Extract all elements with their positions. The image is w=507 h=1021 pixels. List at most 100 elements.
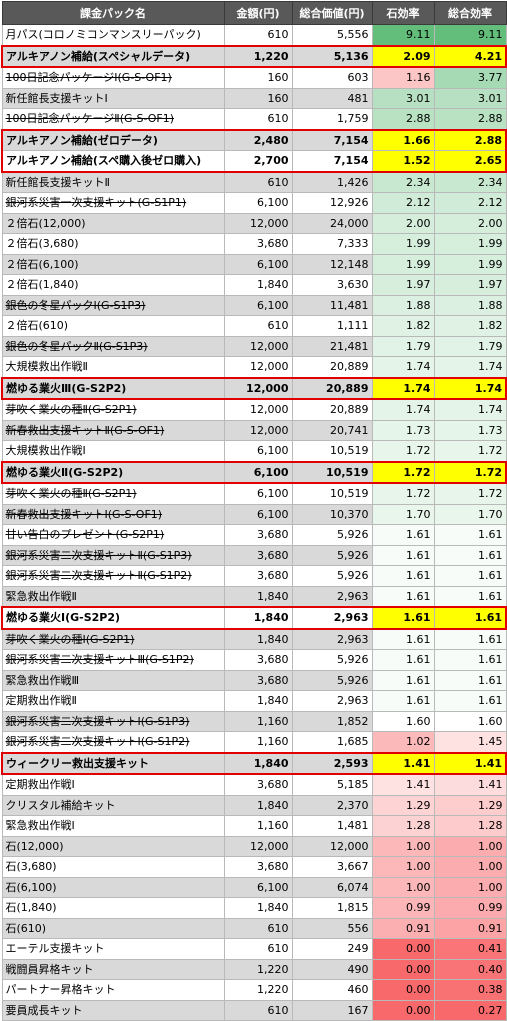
price-cell: 12,000: [223, 376, 293, 400]
total-value-cell: 2,963: [291, 690, 373, 712]
price-cell: 3,680: [223, 649, 293, 671]
header-total-efficiency: 総合効率: [433, 1, 507, 25]
table-row: 銀河系災害二次支援キットⅢ(G-S1P2) 3,680 5,926 1.61 1.61: [1, 649, 507, 671]
stone-efficiency-cell: 1.00: [371, 856, 435, 878]
total-value-cell: 556: [291, 917, 373, 939]
total-value-cell: 2,370: [291, 794, 373, 816]
table-row: アルキアノン補給(スペ購入後ゼロ購入) 2,700 7,154 1.52 2.65: [1, 150, 507, 173]
total-efficiency-cell: 1.72: [433, 482, 507, 505]
pack-name-cell: 大規模救出作戦Ⅰ: [1, 440, 225, 462]
total-efficiency-cell: 2.00: [433, 212, 507, 234]
table-row: 緊急救出作戦Ⅰ 1,160 1,481 1.28 1.28: [1, 815, 507, 837]
stone-efficiency-cell: 1.74: [371, 356, 435, 378]
stone-efficiency-cell: 1.61: [371, 628, 435, 650]
total-value-cell: 5,185: [291, 773, 373, 796]
total-value-cell: 12,000: [291, 835, 373, 857]
pack-name-cell: 緊急救出作戦Ⅰ: [1, 815, 225, 837]
stone-efficiency-cell: 2.88: [371, 108, 435, 130]
table-row: 石(12,000) 12,000 12,000 1.00 1.00: [1, 835, 507, 857]
total-efficiency-cell: 1.61: [433, 649, 507, 671]
table-row: 銀河系災害二次支援キットⅠ(G-S1P2) 1,160 1,685 1.02 1.45: [1, 731, 507, 753]
price-cell: 6,100: [223, 192, 293, 214]
table-row: 100日記念パッケージⅠ(G-S-OF1) 160 603 1.16 3.77: [1, 66, 507, 89]
pack-name-cell: 銀河系災害一次支援キット(G-S1P1): [1, 192, 225, 214]
table-row: 銀河系災害二次支援キットⅡ(G-S1P2) 3,680 5,926 1.61 1.61: [1, 565, 507, 587]
total-value-cell: 249: [291, 938, 373, 960]
pack-name-cell: ウィークリー救出支援キット: [1, 751, 225, 775]
total-value-cell: 3,667: [291, 856, 373, 878]
table-row: 戦闘員昇格キット 1,220 490 0.00 0.40: [1, 958, 507, 980]
total-efficiency-cell: 2.88: [433, 128, 507, 151]
table-row: 燃ゆる業火Ⅲ(G-S2P2) 12,000 20,889 1.74 1.74: [1, 376, 507, 400]
price-cell: 610: [223, 999, 293, 1021]
total-efficiency-cell: 1.74: [433, 376, 507, 400]
price-cell: 1,840: [223, 274, 293, 296]
header-stone-efficiency: 石効率: [371, 1, 435, 25]
total-value-cell: 1,759: [291, 108, 373, 130]
total-value-cell: 7,333: [291, 233, 373, 255]
price-cell: 3,680: [223, 669, 293, 691]
total-efficiency-cell: 1.61: [433, 565, 507, 587]
total-value-cell: 1,815: [291, 897, 373, 919]
pack-name-cell: 石(610): [1, 917, 225, 939]
total-efficiency-cell: 1.70: [433, 503, 507, 525]
total-efficiency-cell: 1.61: [433, 524, 507, 546]
pack-name-cell: 芽吹く業火の種Ⅰ(G-S2P1): [1, 628, 225, 650]
pack-name-cell: 緊急救出作戦Ⅲ: [1, 669, 225, 691]
total-value-cell: 1,685: [291, 731, 373, 753]
pack-name-cell: 要員成長キット: [1, 999, 225, 1021]
total-value-cell: 5,136: [291, 44, 373, 68]
stone-efficiency-cell: 1.61: [371, 669, 435, 691]
table-row: エーテル支援キット 610 249 0.00 0.41: [1, 938, 507, 960]
stone-efficiency-cell: 1.61: [371, 585, 435, 608]
total-value-cell: 5,926: [291, 565, 373, 587]
total-value-cell: 21,481: [291, 335, 373, 357]
price-cell: 12,000: [223, 356, 293, 378]
pack-name-cell: 銀河系災害二次支援キットⅡ(G-S1P3): [1, 544, 225, 566]
table-row: 新任館長支援キットⅡ 610 1,426 2.34 2.34: [1, 171, 507, 193]
total-value-cell: 5,926: [291, 544, 373, 566]
pack-name-cell: 銀色の冬星パックⅡ(G-S1P3): [1, 335, 225, 357]
price-cell: 610: [223, 171, 293, 193]
total-efficiency-cell: 1.61: [433, 606, 507, 630]
total-efficiency-cell: 2.88: [433, 108, 507, 130]
total-value-cell: 20,889: [291, 376, 373, 400]
price-cell: 1,160: [223, 731, 293, 753]
table-row: 石(610) 610 556 0.91 0.91: [1, 917, 507, 939]
total-value-cell: 481: [291, 87, 373, 109]
total-value-cell: 3,630: [291, 274, 373, 296]
total-efficiency-cell: 1.74: [433, 398, 507, 421]
stone-efficiency-cell: 1.00: [371, 835, 435, 857]
pack-name-cell: 100日記念パッケージⅠ(G-S-OF1): [1, 66, 225, 89]
pack-name-cell: 甘い告白のプレゼント(G-S2P1): [1, 524, 225, 546]
price-cell: 3,680: [223, 565, 293, 587]
pack-name-cell: パートナー昇格キット: [1, 979, 225, 1001]
stone-efficiency-cell: 1.41: [371, 773, 435, 796]
price-cell: 6,100: [223, 440, 293, 462]
price-cell: 1,840: [223, 628, 293, 650]
total-efficiency-cell: 1.73: [433, 419, 507, 441]
table-row: ２倍石(1,840) 1,840 3,630 1.97 1.97: [1, 274, 507, 296]
price-cell: 610: [223, 917, 293, 939]
total-value-cell: 1,111: [291, 315, 373, 337]
stone-efficiency-cell: 0.00: [371, 958, 435, 980]
stone-efficiency-cell: 0.00: [371, 938, 435, 960]
total-efficiency-cell: 1.41: [433, 751, 507, 775]
table-row: 100日記念パッケージⅡ(G-S-OF1) 610 1,759 2.88 2.88: [1, 108, 507, 130]
table-row: ２倍石(610) 610 1,111 1.82 1.82: [1, 315, 507, 337]
stone-efficiency-cell: 1.82: [371, 315, 435, 337]
pack-name-cell: 新春救出支援キットⅠ(G-S-OF1): [1, 503, 225, 525]
price-cell: 3,680: [223, 233, 293, 255]
total-efficiency-cell: 4.21: [433, 44, 507, 68]
total-value-cell: 7,154: [291, 150, 373, 173]
total-value-cell: 20,889: [291, 356, 373, 378]
stone-efficiency-cell: 1.72: [371, 482, 435, 505]
pack-name-cell: エーテル支援キット: [1, 938, 225, 960]
price-cell: 3,680: [223, 856, 293, 878]
price-cell: 6,100: [223, 294, 293, 316]
table-row: ２倍石(12,000) 12,000 24,000 2.00 2.00: [1, 212, 507, 234]
price-cell: 1,220: [223, 979, 293, 1001]
price-cell: 12,000: [223, 419, 293, 441]
price-cell: 1,840: [223, 690, 293, 712]
